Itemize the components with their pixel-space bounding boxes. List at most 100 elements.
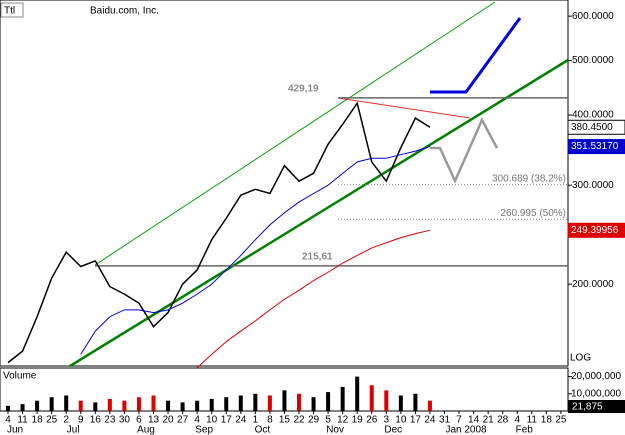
x-tick-label: 21 — [483, 415, 495, 426]
month-label: Dec — [384, 425, 402, 435]
fib-label: 260.995 (50%) — [500, 208, 566, 219]
volume-bar — [122, 400, 127, 411]
month-label: Aug — [137, 425, 155, 435]
y-tick-label: 500.0000 — [572, 55, 614, 66]
y-tick-label: 400.0000 — [572, 110, 614, 121]
symbol-box — [0, 2, 24, 18]
volume-bar — [166, 400, 171, 411]
volume-bar — [297, 393, 301, 411]
price-line — [80, 146, 431, 355]
volume-marker-box — [568, 400, 625, 413]
volume-bar — [253, 393, 258, 411]
x-tick-label: 20 — [162, 415, 174, 426]
price-marker-box — [567, 119, 625, 135]
month-label: Feb — [516, 425, 534, 435]
y-tick-label: 200.0000 — [572, 279, 614, 290]
x-tick-label: 6 — [136, 415, 142, 426]
price-marker-box — [567, 139, 625, 155]
resistance-line — [337, 97, 471, 119]
x-tick-label: 3 — [384, 415, 390, 426]
symbol: Ttl — [4, 6, 15, 17]
volume-bar — [224, 397, 229, 411]
volume-bar — [64, 395, 69, 411]
volume-bar — [238, 395, 243, 411]
month-label: Jun — [7, 425, 23, 435]
price-panel — [0, 0, 569, 367]
x-tick-label: 16 — [90, 415, 102, 426]
x-tick-label: 31 — [439, 415, 451, 426]
volume-bar — [180, 402, 185, 411]
volume-bar — [311, 397, 316, 411]
volume-bar — [195, 400, 200, 411]
trend-line — [69, 58, 569, 368]
volume-label: Volume — [3, 371, 37, 382]
price-line — [196, 229, 431, 369]
x-tick-label: 9 — [78, 415, 84, 426]
x-tick-label: 7 — [456, 415, 462, 426]
level-label: 215,61 — [302, 251, 333, 262]
x-tick-label: 18 — [32, 415, 44, 426]
volume-bar — [49, 397, 54, 411]
x-tick-label: 26 — [366, 415, 378, 426]
month-label: Sep — [195, 425, 213, 435]
volume-bar — [413, 393, 418, 411]
x-tick-label: 2 — [63, 415, 69, 426]
volume-bar — [78, 400, 83, 411]
projection-up — [430, 17, 522, 94]
volume-bar — [267, 395, 272, 411]
volume-marker: 21,875 — [572, 402, 603, 413]
x-tick-label: 24 — [424, 415, 436, 426]
volume-bar — [151, 395, 156, 411]
x-tick-label: 17 — [221, 415, 233, 426]
volume-bar — [209, 398, 214, 411]
chart-title: Baidu.com, Inc. — [90, 6, 159, 17]
month-label: Nov — [326, 425, 344, 435]
volume-bar — [326, 392, 331, 411]
x-tick-label: 5 — [325, 415, 331, 426]
x-tick-label: 23 — [104, 415, 116, 426]
x-tick-label: 14 — [468, 415, 480, 426]
price-marker-label: 380.4500 — [571, 122, 613, 133]
volume-bar — [369, 385, 374, 411]
x-tick-label: 18 — [541, 415, 553, 426]
x-tick-label: 25 — [46, 415, 58, 426]
level-label: 429,19 — [288, 84, 319, 95]
x-tick-label: 11 — [527, 415, 538, 426]
x-tick-label: 19 — [352, 415, 364, 426]
x-tick-label: 22 — [293, 415, 305, 426]
x-tick-label: 4 — [514, 415, 520, 426]
scale-label: LOG — [570, 353, 591, 364]
x-tick-label: 29 — [308, 415, 320, 426]
volume-bar — [20, 404, 25, 411]
volume-bar — [340, 386, 345, 411]
price-marker-label: 351.53170 — [571, 141, 619, 152]
y-tick-label: 300.0000 — [572, 180, 614, 191]
x-tick-label: 13 — [148, 415, 160, 426]
volume-bar — [355, 376, 360, 411]
x-tick-label: 12 — [337, 415, 349, 426]
volume-bar — [427, 400, 432, 411]
x-tick-label: 4 — [194, 415, 200, 426]
x-tick-label: 27 — [177, 415, 189, 426]
x-tick-label: 10 — [206, 415, 218, 426]
month-label: Jan 2008 — [445, 425, 487, 435]
x-tick-label: 17 — [410, 415, 422, 426]
x-tick-label: 4 — [5, 415, 11, 426]
volume-bar — [384, 390, 389, 411]
x-tick-label: 25 — [555, 415, 567, 426]
volume-bar — [282, 390, 287, 411]
fib-label: 300.689 (38.2%) — [492, 173, 566, 184]
projection-path — [430, 117, 499, 185]
price-line — [7, 101, 431, 364]
volume-bar — [93, 402, 98, 411]
price-marker-label: 249.39956 — [571, 225, 619, 236]
x-tick-label: 30 — [119, 415, 131, 426]
x-tick-label: 1 — [253, 415, 259, 426]
y2-tick-label: 10,000,000 — [571, 388, 621, 399]
volume-bar — [35, 400, 40, 411]
volume-bar — [136, 397, 141, 411]
price-marker-box — [567, 222, 625, 238]
month-label: Jul — [67, 425, 80, 435]
x-tick-label: 10 — [395, 415, 407, 426]
